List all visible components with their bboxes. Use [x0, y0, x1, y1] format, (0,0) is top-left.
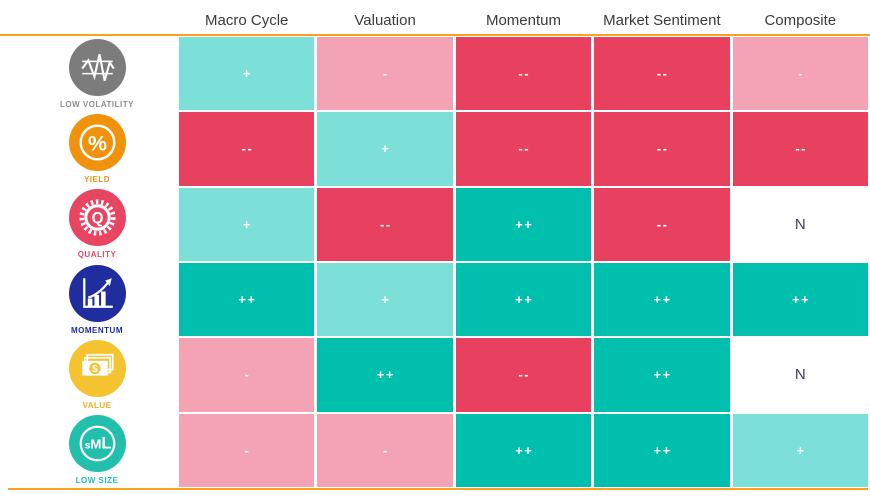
quality-gear-icon: Q	[68, 189, 126, 247]
low-volatility-icon	[68, 38, 126, 96]
factor-row-value: $ VALUE	[0, 338, 176, 412]
column-header-macro-cycle: Macro Cycle	[205, 12, 289, 29]
factor-row-low-volatility: LOW VOLATILITY	[0, 37, 176, 111]
rating-cell: --	[594, 37, 730, 111]
rating-cell: --	[594, 187, 730, 261]
rating-cell: --	[317, 187, 453, 261]
svg-text:Q: Q	[91, 210, 103, 227]
bottom-divider	[8, 488, 868, 490]
rating-cell: -	[317, 37, 453, 111]
rating-cell: +	[732, 413, 868, 487]
rating-cell: +	[317, 112, 453, 186]
svg-text:$: $	[92, 364, 98, 375]
rating-cell: ++	[732, 263, 868, 337]
factor-row-quality: Q QUALITY	[0, 187, 176, 261]
rating-cell: -	[732, 37, 868, 111]
factor-row-low-size: sML LOW SIZE	[0, 413, 176, 487]
rating-cell: --	[455, 37, 592, 111]
percent-yield-icon: %	[68, 113, 126, 171]
column-header-momentum: Momentum	[485, 12, 561, 29]
banknotes-icon: $	[68, 339, 126, 397]
rating-cell: ++	[455, 413, 592, 487]
heatmap-body: LOW VOLATILITY + - -- -- - % YIELD -- + …	[0, 37, 868, 487]
rating-cell: --	[594, 112, 730, 186]
rating-cell: --	[455, 338, 592, 412]
svg-text:%: %	[88, 132, 107, 156]
rating-cell: --	[732, 112, 868, 186]
column-header-market-sentiment: Market Sentiment	[603, 12, 721, 29]
factor-row-yield: % YIELD	[0, 112, 176, 186]
rating-cell: +	[179, 187, 315, 261]
rating-cell: +	[179, 37, 315, 111]
rating-cell: -	[179, 338, 315, 412]
header-row: Macro Cycle Valuation Momentum Market Se…	[0, 0, 868, 34]
rating-cell: +	[317, 263, 453, 337]
factor-label-momentum: MOMENTUM	[71, 325, 123, 335]
column-header-composite: Composite	[764, 12, 837, 29]
rating-cell: ++	[455, 187, 592, 261]
rating-cell: N	[732, 187, 868, 261]
rating-cell: --	[179, 112, 315, 186]
rating-cell: ++	[594, 263, 730, 337]
rating-cell: ++	[317, 338, 453, 412]
rating-cell: -	[317, 413, 453, 487]
factor-label-low-size: LOW SIZE	[75, 476, 119, 486]
rating-cell: ++	[594, 338, 730, 412]
factor-label-yield: YIELD	[83, 174, 111, 184]
rating-cell: N	[732, 338, 868, 412]
factor-label-value: VALUE	[82, 400, 112, 410]
column-header-valuation: Valuation	[354, 12, 416, 29]
momentum-chart-icon	[68, 264, 126, 322]
rating-cell: --	[455, 112, 592, 186]
top-divider	[0, 34, 870, 36]
factor-label-quality: QUALITY	[77, 250, 117, 260]
rating-cell: -	[179, 413, 315, 487]
rating-cell: ++	[179, 263, 315, 337]
rating-cell: ++	[594, 413, 730, 487]
rating-cell: ++	[455, 263, 592, 337]
svg-text:sML: sML	[84, 435, 111, 453]
size-sml-icon: sML	[68, 415, 126, 473]
factor-label-low-volatility: LOW VOLATILITY	[60, 99, 134, 109]
factor-row-momentum: MOMENTUM	[0, 263, 176, 337]
